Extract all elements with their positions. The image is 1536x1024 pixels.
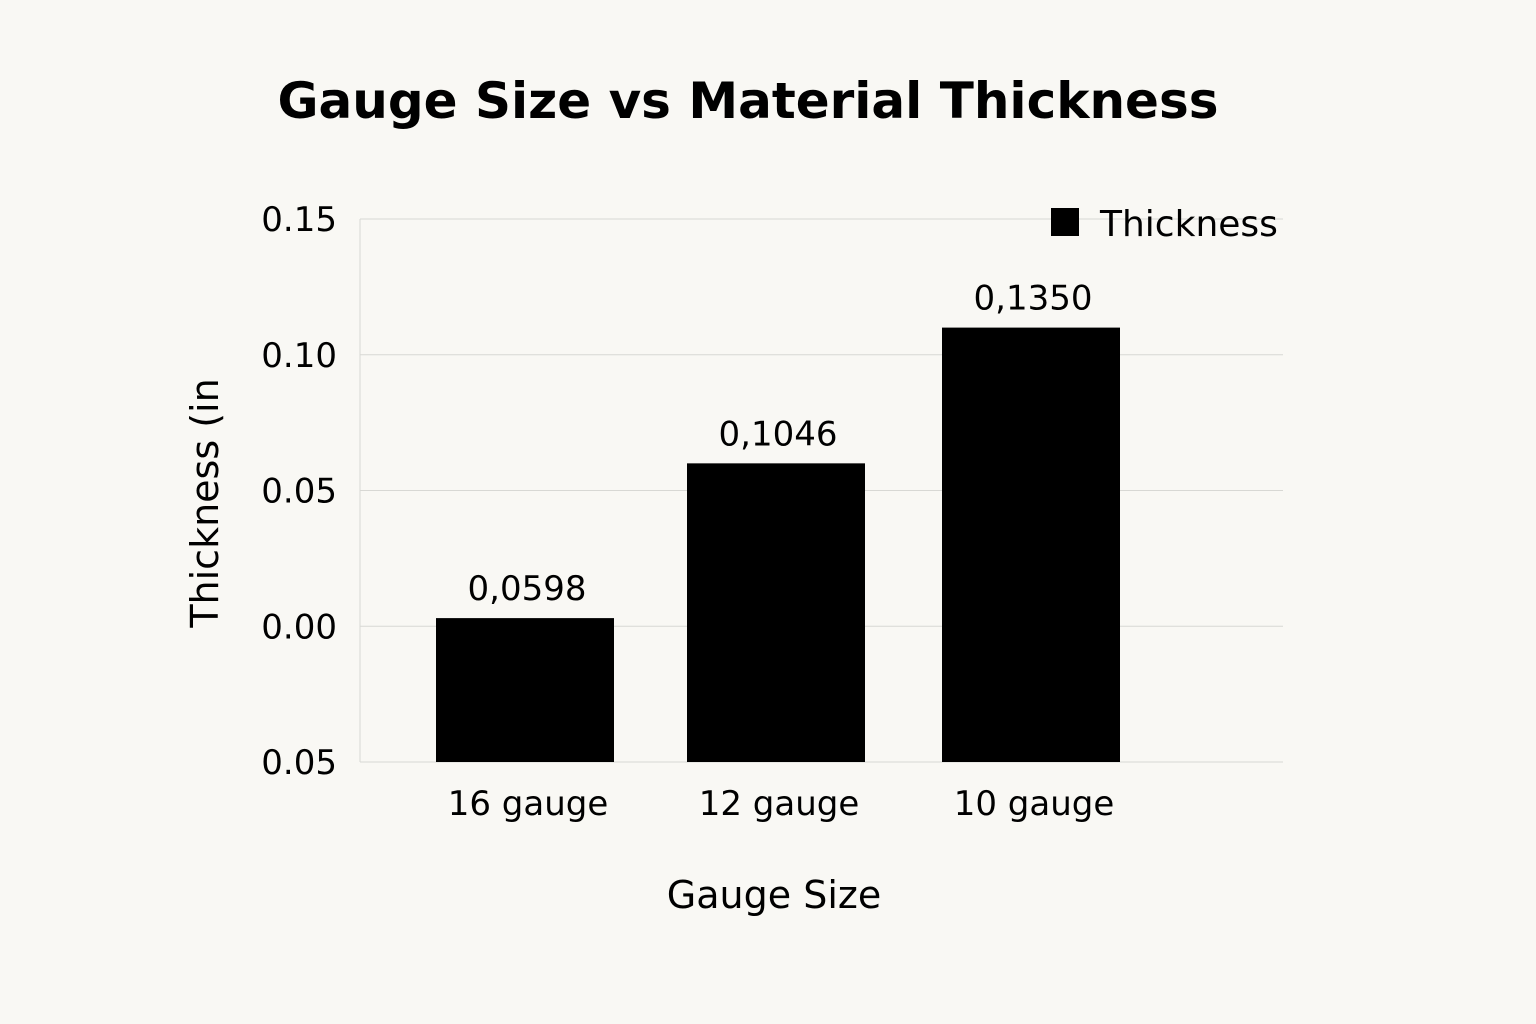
y-tick-label: 0.05 bbox=[261, 743, 337, 783]
data-label: 0,1046 bbox=[719, 414, 838, 454]
x-tick-label: 16 gauge bbox=[448, 784, 609, 824]
x-axis-label: Gauge Size bbox=[667, 873, 881, 917]
bar bbox=[687, 463, 865, 762]
bar bbox=[942, 327, 1120, 762]
legend-label: Thickness bbox=[1099, 204, 1278, 245]
x-tick-label: 12 gauge bbox=[699, 784, 860, 824]
y-tick-label: 0.10 bbox=[261, 336, 337, 376]
data-label: 0,1350 bbox=[974, 279, 1093, 319]
bar bbox=[436, 618, 614, 762]
y-axis-label: Thickness (in bbox=[183, 378, 227, 628]
data-label: 0,0598 bbox=[468, 569, 587, 609]
y-tick-label: 0.15 bbox=[261, 200, 337, 240]
x-tick-label: 10 gauge bbox=[954, 784, 1115, 824]
chart-title: Gauge Size vs Material Thickness bbox=[277, 72, 1219, 130]
y-tick-label: 0.00 bbox=[261, 607, 337, 647]
y-tick-label: 0.05 bbox=[261, 472, 337, 512]
legend-swatch bbox=[1051, 208, 1079, 236]
